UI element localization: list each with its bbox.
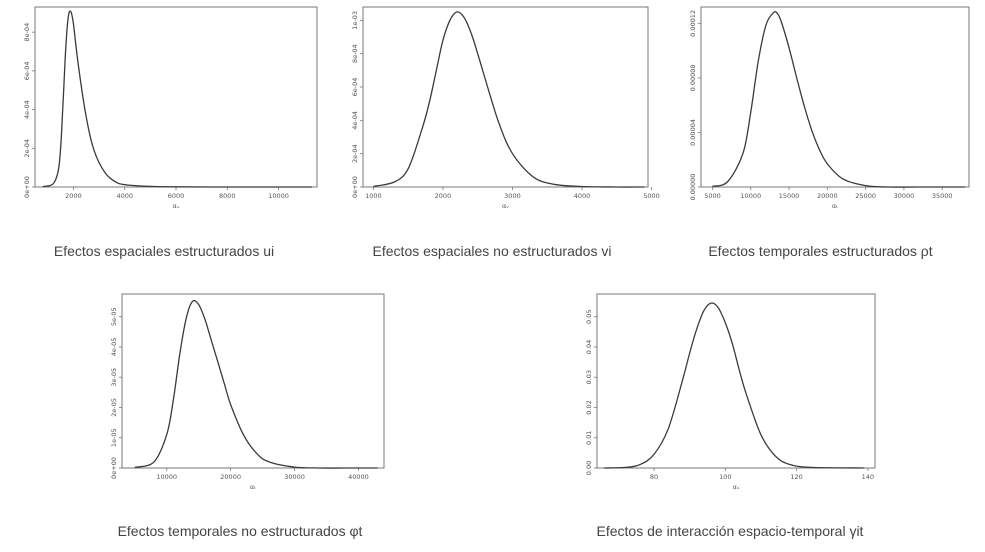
y-tick-label: 0.05 (585, 309, 593, 323)
y-tick-label: 4e-04 (351, 111, 359, 130)
x-tick-label: 1000 (365, 192, 382, 200)
x-tick-label: 10000 (740, 192, 761, 200)
x-tick-label: 10000 (156, 473, 177, 481)
x-tick-label: 140 (862, 473, 874, 481)
x-axis-label: αₜ (250, 483, 256, 491)
density-line (712, 11, 966, 188)
x-axis-label: αᵤ (173, 202, 180, 210)
y-tick-label: 0.00004 (689, 119, 697, 146)
x-tick-label: 2000 (65, 192, 82, 200)
density-line (373, 11, 645, 188)
x-tick-label: 80 (650, 473, 658, 481)
y-tick-label: 8e-04 (23, 23, 31, 42)
y-tick-label: 0.00 (585, 461, 593, 475)
x-tick-label: 3000 (504, 192, 521, 200)
plot-frame (121, 293, 385, 469)
x-axis-label: αₜ (832, 202, 838, 210)
chart-svg-2: 1000 2000 3000 4000 5000 0e+00 2e-04 4e-04 6e-04… (351, 6, 660, 210)
y-tick-label: 0.02 (585, 400, 593, 414)
y-tick-label: 2e-04 (23, 139, 31, 158)
y-tick-label: 0.00008 (689, 64, 697, 91)
x-tick-label: 2000 (435, 192, 452, 200)
y-tick-label: 2e-05 (110, 398, 118, 417)
plot-frame (34, 6, 318, 188)
x-tick-label: 15000 (779, 192, 800, 200)
x-tick-label: 30000 (894, 192, 915, 200)
chart-caption-3: Efectos temporales estructurados ρt (708, 243, 933, 259)
density-line (604, 302, 865, 469)
y-tick-label: 0.00012 (689, 10, 697, 37)
y-tick-label: 0.03 (585, 370, 593, 384)
plot-frame (700, 6, 970, 188)
y-tick-label: 4e-04 (23, 100, 31, 119)
density-line (42, 10, 312, 188)
x-axis-label: αᵥ (502, 202, 509, 210)
y-tick-label: 2e-04 (351, 144, 359, 163)
chart-panel-5: 80 100 120 140 0.00 0.01 0.02 0.03 0.04 0.05 αₛ Ef… (555, 283, 905, 552)
x-tick-label: 20000 (817, 192, 838, 200)
x-tick-label: 5000 (643, 192, 660, 200)
x-tick-label: 5000 (704, 192, 721, 200)
x-tick-label: 10000 (268, 192, 289, 200)
x-tick-label: 100 (719, 473, 731, 481)
x-tick-label: 30000 (284, 473, 305, 481)
plot-frame (362, 6, 649, 188)
chart-caption-4: Efectos temporales no estructurados φt (117, 523, 363, 539)
chart-svg-5: 80 100 120 140 0.00 0.01 0.02 0.03 0.04 0.05 αₛ (585, 293, 876, 491)
chart-svg-1: 2000 4000 6000 8000 10000 0e+00 2e-04 4e-04 6e-0… (23, 6, 318, 210)
chart-panel-2: 1000 2000 3000 4000 5000 0e+00 2e-04 4e-04 6e-04… (328, 0, 660, 270)
y-tick-label: 3e-05 (110, 368, 118, 387)
chart-panel-4: 10000 20000 30000 40000 0e+00 1e-05 2e-05 3e-05… (80, 283, 400, 552)
y-tick-label: 1e-03 (351, 11, 359, 30)
y-tick-label: 6e-04 (351, 78, 359, 97)
x-tick-label: 35000 (932, 192, 953, 200)
y-tick-label: 8e-04 (351, 44, 359, 63)
x-tick-label: 40000 (348, 473, 369, 481)
chart-caption-2: Efectos espaciales no estructurados vi (372, 243, 612, 259)
y-tick-label: 0e+00 (351, 176, 359, 198)
y-tick-label: 0.00000 (689, 174, 697, 201)
chart-caption-5: Efectos de interacción espacio-temporal … (596, 523, 864, 539)
y-tick-label: 0.01 (585, 430, 593, 444)
x-tick-label: 8000 (219, 192, 236, 200)
y-tick-label: 1e-05 (110, 428, 118, 447)
y-tick-label: 0e+00 (110, 457, 118, 479)
chart-panel-1: 2000 4000 6000 8000 10000 0e+00 2e-04 4e-04 6e-0… (0, 0, 328, 270)
x-tick-label: 20000 (220, 473, 241, 481)
density-line (134, 299, 378, 469)
x-tick-label: 6000 (168, 192, 185, 200)
chart-panel-3: 5000 10000 15000 20000 25000 30000 35000 0.0000… (656, 0, 985, 270)
x-tick-label: 4000 (116, 192, 133, 200)
x-tick-label: 25000 (855, 192, 876, 200)
y-tick-label: 5e-05 (110, 307, 118, 326)
chart-caption-1: Efectos espaciales estructurados ui (53, 243, 275, 259)
y-tick-label: 6e-04 (23, 61, 31, 80)
x-tick-label: 4000 (574, 192, 591, 200)
y-tick-label: 0.04 (585, 340, 593, 354)
x-tick-label: 120 (790, 473, 802, 481)
x-axis-label: αₛ (733, 483, 740, 491)
chart-svg-4: 10000 20000 30000 40000 0e+00 1e-05 2e-05 3e-05… (110, 293, 385, 491)
plot-frame (596, 293, 876, 469)
y-tick-label: 0e+00 (23, 176, 31, 198)
y-tick-label: 4e-05 (110, 338, 118, 357)
chart-svg-3: 5000 10000 15000 20000 25000 30000 35000 0.0000… (689, 6, 970, 210)
